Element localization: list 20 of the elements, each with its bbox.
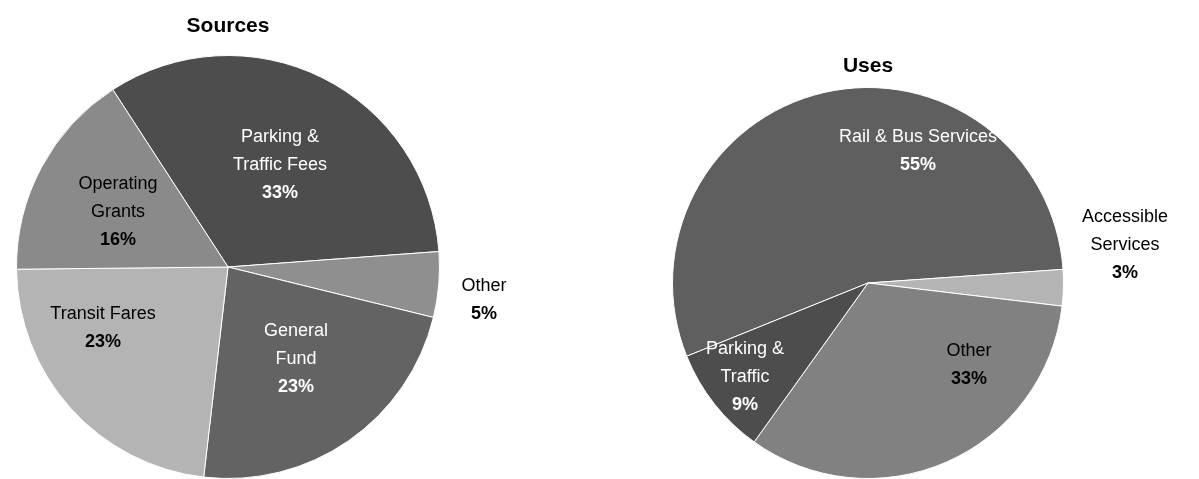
slice-label: Rail & Bus Services	[838, 125, 998, 146]
slice-label: Other	[461, 274, 507, 295]
data-label: 23%	[84, 330, 122, 351]
slice-label: Other	[946, 339, 992, 360]
data-label: 33%	[950, 367, 988, 388]
data-label: 33%	[261, 181, 299, 202]
slice-label: Transit Fares	[50, 302, 156, 323]
slice-label: Operating Grants	[78, 172, 158, 221]
data-label: 3%	[1111, 261, 1139, 282]
data-label: 23%	[277, 375, 315, 396]
slice-label: Parking & Traffic Fees	[232, 125, 328, 174]
slice-label: Parking & Traffic	[705, 337, 785, 386]
slice-label: Accessible Services	[1081, 205, 1169, 254]
data-label: 55%	[899, 153, 937, 174]
data-label: 5%	[470, 302, 498, 323]
slice-label: General Fund	[263, 319, 329, 368]
data-label: 9%	[731, 393, 759, 414]
chart-title: Sources	[186, 12, 270, 36]
data-label: 16%	[99, 228, 137, 249]
chart-title: Uses	[842, 52, 894, 76]
